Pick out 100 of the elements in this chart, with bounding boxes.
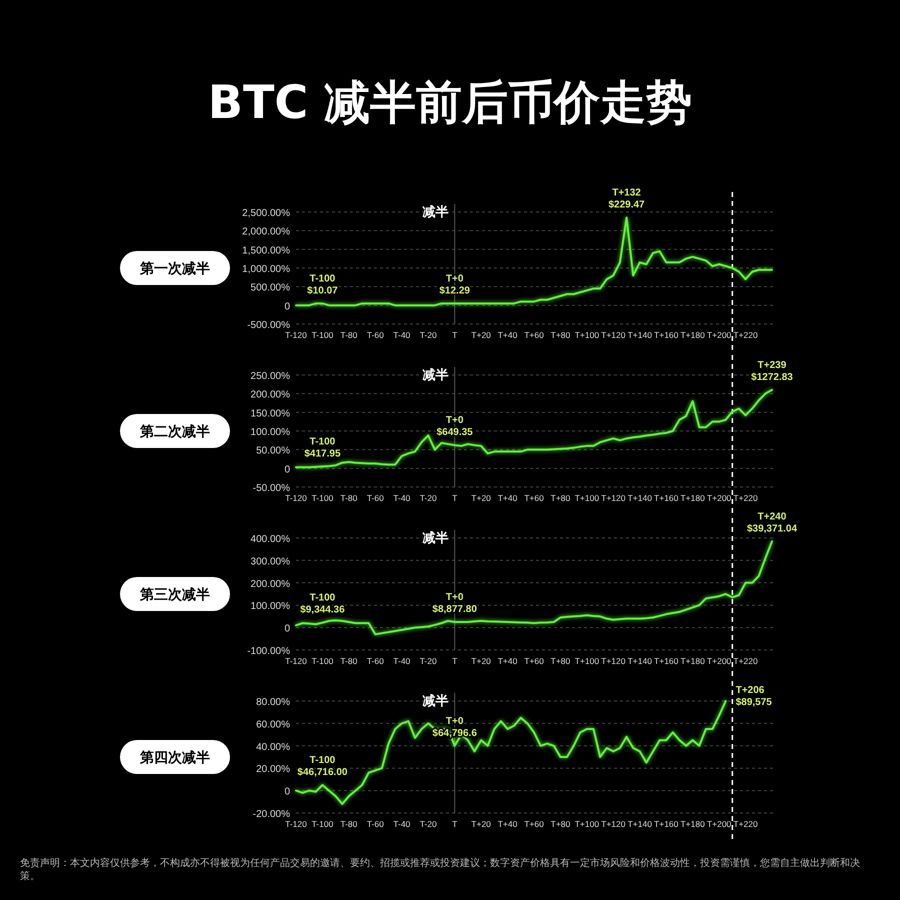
x-tick-label: T+60 <box>524 656 544 666</box>
y-tick-label: 60.00% <box>256 719 290 730</box>
x-tick-label: T+100 <box>574 656 600 666</box>
x-tick-label: T+80 <box>550 656 571 666</box>
x-tick-label: T-20 <box>420 493 437 503</box>
x-tick-label: T-80 <box>340 493 358 503</box>
x-tick-label: T+160 <box>654 656 679 666</box>
x-tick-label: T-40 <box>393 493 411 503</box>
text: 第二次减半 <box>139 424 210 440</box>
x-tick-label: T+180 <box>680 330 706 340</box>
annotation: T+0 $649.35 <box>436 415 474 438</box>
x-tick-label: T+140 <box>628 493 652 503</box>
annotation: T-100 $46,716.00 <box>297 755 348 778</box>
line-series <box>295 388 773 468</box>
y-tick-label: 0 <box>284 786 290 798</box>
x-tick-label: T-100 <box>312 819 334 829</box>
x-tick-label: T-60 <box>366 656 384 666</box>
x-tick-label: T-40 <box>393 656 411 666</box>
x-tick-label: T+40 <box>498 493 518 503</box>
x-tick-label: T+140 <box>628 330 652 340</box>
x-tick-label: T+20 <box>471 819 492 829</box>
y-tick-label: 2,500.00% <box>242 208 290 219</box>
ref-line-label: 减半 <box>422 531 449 546</box>
x-tick-label: T+180 <box>680 493 706 503</box>
line-series <box>295 216 773 306</box>
annotation: T-100 $9,344.36 <box>300 592 346 616</box>
x-tick-label: T-20 <box>420 819 437 829</box>
x-tick-label: T+200 <box>706 819 732 829</box>
x-tick-label: T-120 <box>285 819 308 829</box>
x-tick-label: T+120 <box>601 656 626 666</box>
x-tick-label: T+60 <box>524 493 544 503</box>
text: 第三次减半 <box>139 587 210 603</box>
x-tick-label: T-100 <box>312 493 334 503</box>
x-tick-label: T+140 <box>628 819 652 829</box>
y-tick-label: 400.00% <box>250 534 290 545</box>
x-tick-label: T-120 <box>285 493 308 503</box>
x-tick-label: T-60 <box>366 330 384 340</box>
text: 第一次减半 <box>139 261 210 277</box>
x-tick-label: T-40 <box>393 819 411 829</box>
x-tick-label: T-20 <box>420 656 437 666</box>
x-tick-label: T-80 <box>340 819 358 829</box>
x-tick-label: T+160 <box>654 330 679 340</box>
y-tick-label: 200.00% <box>250 390 290 401</box>
y-tick-label: 0 <box>284 464 290 476</box>
x-tick-label: T-80 <box>340 656 358 666</box>
x-tick-label: T+100 <box>574 819 600 829</box>
y-tick-label: 2,000.00% <box>242 226 290 238</box>
x-tick-label: T+180 <box>680 656 706 666</box>
x-tick-label: T+100 <box>574 330 600 340</box>
y-tick-label: 300.00% <box>250 556 290 568</box>
x-tick-label: T+220 <box>733 493 758 503</box>
annotation: T+0 $12.29 <box>439 273 470 296</box>
y-tick-label: 0 <box>284 301 290 312</box>
y-tick-label: 0 <box>284 624 290 635</box>
x-tick-label: T+120 <box>601 330 626 340</box>
x-tick-label: T+20 <box>471 656 492 666</box>
text: T+132 $229.47 <box>608 188 646 211</box>
y-tick-label: -20.00% <box>252 809 290 820</box>
x-tick-label: T+160 <box>654 819 679 829</box>
x-tick-label: T+200 <box>706 330 732 340</box>
x-tick-label: T-60 <box>366 819 384 829</box>
x-tick-label: T-120 <box>285 656 308 666</box>
y-tick-label: 80.00% <box>256 697 290 708</box>
y-tick-label: 20.00% <box>256 764 290 776</box>
y-tick-label: 50.00% <box>256 446 290 457</box>
y-tick-label: 150.00% <box>250 408 290 420</box>
x-tick-label: T+40 <box>498 656 518 666</box>
x-tick-label: T-40 <box>393 330 411 340</box>
annotation: T-100 $10.07 <box>307 273 338 296</box>
x-tick-label: T+80 <box>550 330 571 340</box>
y-tick-label: 100.00% <box>250 427 290 438</box>
y-tick-label: 40.00% <box>256 742 290 753</box>
x-tick-label: T+40 <box>498 330 518 340</box>
y-tick-label: 500.00% <box>250 282 290 294</box>
annotation: T+0 $8,877.80 <box>432 592 478 615</box>
y-tick-label: 200.00% <box>250 578 290 590</box>
ref-line-label: 减半 <box>422 694 449 709</box>
y-tick-label: -500.00% <box>247 320 290 331</box>
x-tick-label: T+60 <box>524 330 544 340</box>
chart-title: BTC 减半前后币价走势 <box>208 75 692 129</box>
annotation: T-100 $417.95 <box>304 436 341 460</box>
y-tick-label: 250.00% <box>250 371 290 382</box>
x-tick-label: T-20 <box>420 330 437 340</box>
x-tick-label: T-100 <box>312 656 334 666</box>
text: 免责声明：本文内容仅供参考，不构成亦不得被视为任何产品交易的邀请、要约、招揽或推荐或投资建议；数字资产价格具有一定市场风险和价格波动性，投资需谨慎，您需自主做出判断和决策。 <box>20 857 860 882</box>
x-tick-label: T <box>452 656 458 666</box>
x-tick-label: T+60 <box>524 819 544 829</box>
x-tick-label: T+220 <box>733 819 758 829</box>
ref-line-label: 减半 <box>422 205 449 220</box>
annotation: T+206 $89,575 <box>736 685 772 708</box>
x-tick-label: T-100 <box>312 330 334 340</box>
x-tick-label: T+40 <box>498 819 518 829</box>
text: 第四次减半 <box>139 750 210 766</box>
y-tick-label: 1,500.00% <box>242 245 290 256</box>
y-tick-label: 1,000.00% <box>242 264 290 275</box>
x-tick-label: T+120 <box>601 819 626 829</box>
x-tick-label: T+80 <box>550 819 571 829</box>
y-tick-label: -100.00% <box>247 646 290 657</box>
x-tick-label: T-80 <box>340 330 358 340</box>
x-tick-label: T+80 <box>550 493 571 503</box>
